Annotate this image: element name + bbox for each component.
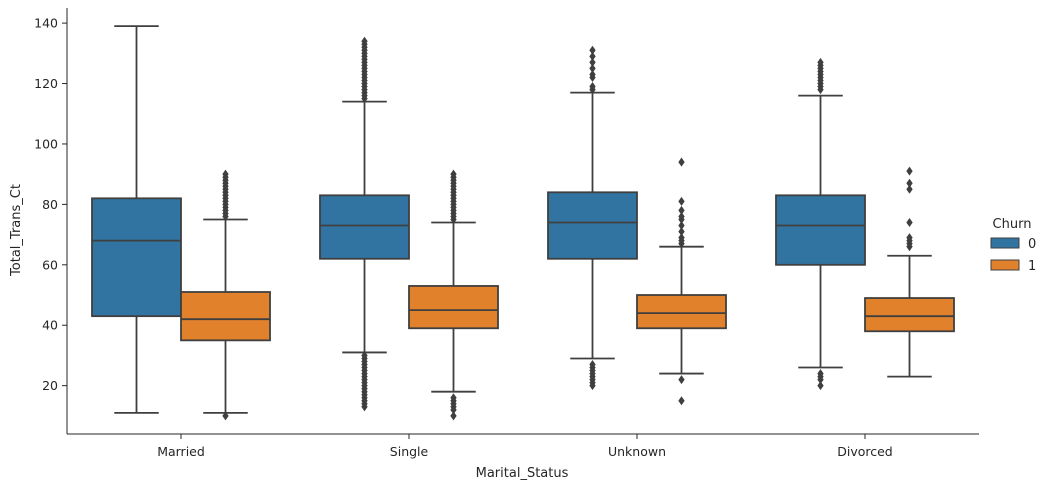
outlier-point — [589, 69, 596, 79]
legend-swatch-0 — [990, 237, 1020, 249]
x-tick-label: Unknown — [608, 444, 666, 459]
legend: Churn 0 1 — [990, 217, 1036, 274]
outlier-point — [589, 57, 596, 67]
outlier-point — [450, 411, 457, 421]
legend-label-1: 1 — [1028, 259, 1036, 274]
box-divorced-churn-1 — [864, 166, 955, 378]
outlier-point — [678, 196, 685, 206]
y-tick-label: 40 — [42, 318, 58, 333]
iqr-box — [91, 197, 182, 318]
outlier-point — [222, 411, 229, 421]
iqr-box — [636, 294, 727, 330]
outlier-point — [678, 221, 685, 231]
outlier-point — [906, 178, 913, 188]
box-married-churn-1 — [180, 169, 271, 421]
iqr-box — [319, 194, 410, 260]
box-single-churn-0 — [319, 36, 410, 412]
iqr-box — [180, 291, 271, 342]
outlier-point — [906, 217, 913, 228]
iqr-box — [864, 297, 955, 333]
y-tick-label: 80 — [42, 197, 58, 212]
plot-area — [91, 25, 955, 421]
box-single-churn-1 — [408, 169, 499, 421]
outlier-point — [906, 166, 913, 176]
x-tick-label: Single — [390, 444, 429, 459]
outlier-point — [589, 359, 596, 370]
box-unknown-churn-0 — [547, 45, 638, 391]
outlier-point — [906, 184, 913, 194]
outlier-point — [589, 82, 596, 92]
outlier-point — [906, 233, 913, 243]
outlier-point — [361, 36, 368, 46]
outlier-point — [678, 211, 685, 221]
outlier-point — [589, 63, 596, 73]
legend-swatch-1 — [990, 259, 1020, 271]
outlier-point — [361, 350, 368, 360]
x-tick-label: Married — [157, 444, 205, 459]
outlier-point — [589, 51, 596, 61]
box-married-churn-0 — [91, 25, 182, 414]
outlier-point — [817, 381, 824, 391]
outlier-point — [678, 227, 685, 237]
x-tick-label: Divorced — [837, 444, 893, 459]
y-tick-label: 140 — [34, 16, 58, 31]
legend-label-0: 0 — [1028, 237, 1036, 252]
legend-title: Churn — [993, 217, 1032, 232]
outlier-point — [678, 233, 685, 243]
y-axis-label: Total_Trans_Ct — [9, 184, 24, 277]
y-tick-label: 100 — [34, 136, 58, 151]
outlier-point — [817, 369, 824, 379]
y-axis: 20 40 60 80 100 120 140 — [34, 8, 68, 434]
box-unknown-churn-1 — [636, 157, 727, 406]
outlier-point — [589, 45, 596, 55]
y-tick-label: 20 — [42, 378, 58, 393]
iqr-box — [408, 285, 499, 330]
outlier-point — [450, 169, 457, 179]
x-axis: Married Single Unknown Divorced — [67, 433, 979, 459]
outlier-point — [817, 57, 824, 67]
x-axis-label: Marital_Status — [476, 466, 569, 481]
y-tick-label: 60 — [42, 257, 58, 272]
y-tick-label: 120 — [34, 76, 58, 91]
box-divorced-churn-0 — [775, 57, 866, 391]
iqr-box — [775, 194, 866, 266]
outlier-point — [450, 393, 457, 403]
outlier-point — [678, 205, 685, 215]
outlier-point — [678, 157, 685, 167]
outlier-point — [678, 396, 685, 406]
iqr-box — [547, 191, 638, 260]
outlier-point — [222, 169, 229, 179]
outlier-point — [678, 375, 685, 385]
